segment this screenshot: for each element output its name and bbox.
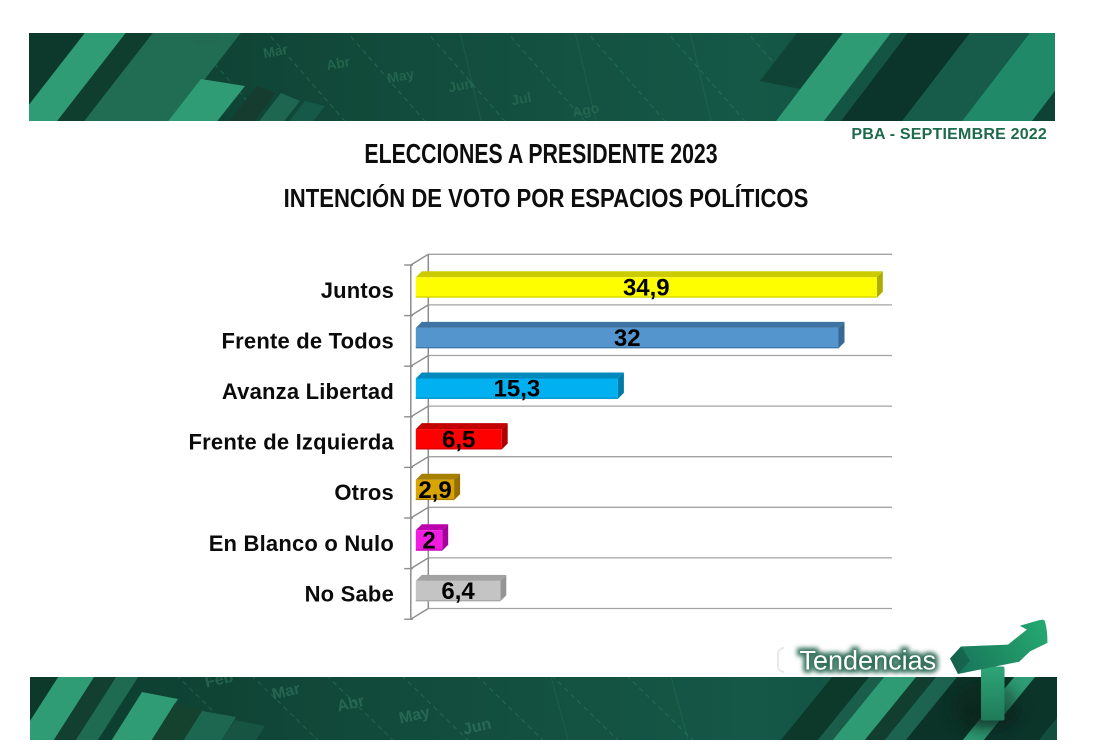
svg-text:En Blanco o Nulo: En Blanco o Nulo [209, 531, 394, 556]
svg-text:Jun: Jun [447, 75, 474, 95]
svg-text:Juntos: Juntos [321, 278, 394, 303]
svg-text:Feb: Feb [194, 33, 221, 49]
svg-text:34,9: 34,9 [623, 275, 670, 302]
svg-text:Ago: Ago [571, 99, 601, 120]
svg-text:May: May [397, 704, 431, 728]
svg-text:Frente de Todos: Frente de Todos [222, 328, 395, 353]
svg-text:Tendencias: Tendencias [800, 645, 937, 675]
svg-text:Mar: Mar [270, 681, 302, 704]
svg-text:15,3: 15,3 [494, 376, 541, 403]
svg-text:Avanza Libertad: Avanza Libertad [222, 379, 394, 404]
svg-text:6,5: 6,5 [442, 426, 475, 453]
svg-text:2,9: 2,9 [418, 477, 451, 504]
svg-text:Jun: Jun [461, 716, 493, 739]
svg-text:2: 2 [422, 528, 435, 555]
svg-text:Frente de Izquierda: Frente de Izquierda [188, 430, 394, 455]
svg-text:Abr: Abr [335, 693, 366, 716]
svg-text:Mar: Mar [262, 41, 290, 62]
svg-text:Abr: Abr [325, 53, 352, 73]
svg-text:Otros: Otros [334, 480, 394, 505]
svg-text:6,4: 6,4 [441, 578, 475, 605]
svg-text:May: May [386, 65, 416, 86]
svg-text:32: 32 [614, 325, 641, 352]
svg-text:Tendencias: Tendencias [800, 645, 937, 675]
svg-text:Jul: Jul [510, 89, 533, 109]
svg-text:No Sabe: No Sabe [305, 581, 394, 606]
svg-text:Tendencias: Tendencias [800, 645, 937, 675]
